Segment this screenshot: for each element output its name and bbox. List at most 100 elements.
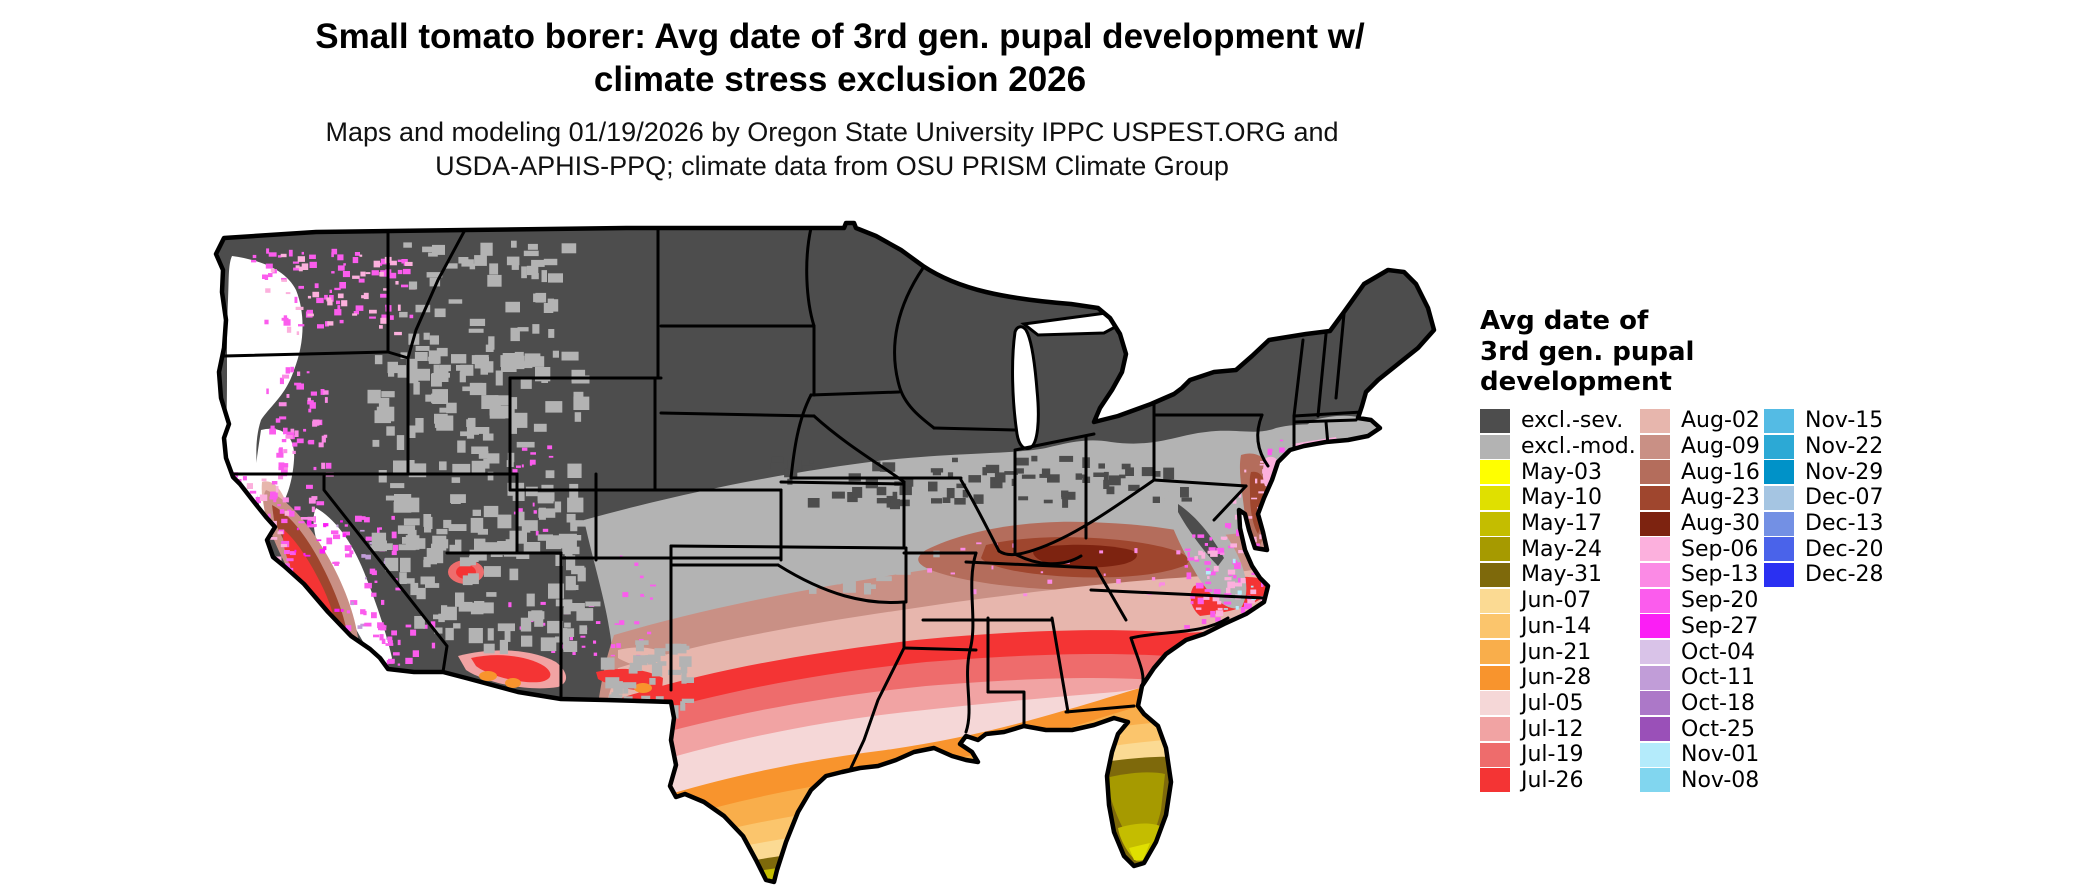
legend-row: Nov-29	[1764, 459, 1884, 485]
legend-label: excl.-sev.	[1521, 408, 1624, 434]
legend-column: Nov-15 Nov-22 Nov-29 Dec-07 Dec-13 Dec-20 Dec-…	[1764, 408, 1884, 588]
legend-row: Nov-01	[1640, 742, 1760, 768]
legend-row: Sep-20	[1640, 588, 1760, 614]
legend-swatch	[1480, 460, 1510, 485]
legend-label: Sep-27	[1681, 613, 1759, 639]
legend-swatch	[1640, 665, 1670, 690]
legend-column: excl.-sev. excl.-mod. May-03 May-10 May-17 Ma…	[1480, 408, 1636, 793]
legend-swatch	[1640, 588, 1670, 613]
legend-row: May-10	[1480, 485, 1636, 511]
legend-row: Aug-30	[1640, 511, 1760, 537]
legend-swatch	[1640, 460, 1670, 485]
legend-swatch	[1480, 562, 1510, 587]
legend-swatch	[1480, 485, 1510, 510]
legend-label: Jul-26	[1521, 767, 1584, 793]
legend-row: Nov-22	[1764, 434, 1884, 460]
lake-huron-strait	[1020, 311, 1120, 337]
legend-title: Avg date of 3rd gen. pupal development	[1480, 306, 2080, 398]
legend-label: Aug-02	[1681, 408, 1760, 434]
legend-swatch	[1480, 742, 1510, 767]
legend-label: Dec-28	[1805, 562, 1884, 588]
legend-row: Jul-12	[1480, 716, 1636, 742]
legend-swatch	[1480, 511, 1510, 536]
legend-row: Jul-26	[1480, 768, 1636, 794]
legend-label: Oct-11	[1681, 665, 1755, 691]
map-legend: Avg date of 3rd gen. pupal development exc…	[1480, 306, 2080, 793]
legend-row: Oct-18	[1640, 691, 1760, 717]
legend-swatch	[1764, 537, 1794, 562]
legend-swatch	[1480, 434, 1510, 459]
legend-swatch	[1640, 691, 1670, 716]
legend-swatch	[1480, 640, 1510, 665]
legend-swatch	[1640, 717, 1670, 742]
legend-label: Sep-06	[1681, 536, 1759, 562]
legend-swatch	[1640, 742, 1670, 767]
legend-label: Oct-18	[1681, 690, 1755, 716]
legend-row: May-24	[1480, 536, 1636, 562]
title-line-2: climate stress exclusion 2026	[593, 59, 1087, 99]
legend-row: Dec-20	[1764, 536, 1884, 562]
legend-swatch	[1764, 562, 1794, 587]
legend-row: Jun-14	[1480, 614, 1636, 640]
legend-label: Jun-21	[1521, 639, 1592, 665]
legend-label: Nov-29	[1805, 459, 1884, 485]
legend-row: Sep-27	[1640, 614, 1760, 640]
legend-label: Oct-25	[1681, 716, 1755, 742]
legend-row: Oct-04	[1640, 639, 1760, 665]
legend-row: Jun-21	[1480, 639, 1636, 665]
legend-row: Aug-16	[1640, 459, 1760, 485]
legend-row: Aug-09	[1640, 434, 1760, 460]
legend-label: Jun-07	[1521, 588, 1592, 614]
legend-swatch	[1480, 408, 1510, 433]
legend-label: Jul-05	[1521, 690, 1584, 716]
legend-swatch	[1764, 460, 1794, 485]
legend-swatch	[1764, 485, 1794, 510]
legend-swatch	[1640, 640, 1670, 665]
legend-label: May-24	[1521, 536, 1603, 562]
legend-row: Oct-11	[1640, 665, 1760, 691]
legend-swatch	[1480, 665, 1510, 690]
legend-swatch	[1640, 614, 1670, 639]
legend-label: Dec-20	[1805, 536, 1884, 562]
legend-row: May-03	[1480, 459, 1636, 485]
legend-row: excl.-sev.	[1480, 408, 1636, 434]
legend-label: May-31	[1521, 562, 1603, 588]
legend-label: Jul-19	[1521, 742, 1584, 768]
legend-label: Nov-22	[1805, 434, 1884, 460]
legend-row: Aug-02	[1640, 408, 1760, 434]
legend-label: Nov-08	[1681, 767, 1760, 793]
legend-label: Aug-23	[1681, 485, 1760, 511]
legend-swatch	[1640, 562, 1670, 587]
legend-row: May-31	[1480, 562, 1636, 588]
legend-label: Nov-15	[1805, 408, 1884, 434]
legend-row: Aug-23	[1640, 485, 1760, 511]
legend-row: Sep-13	[1640, 562, 1760, 588]
legend-row: May-17	[1480, 511, 1636, 537]
legend-swatch	[1480, 717, 1510, 742]
legend-swatch	[1764, 408, 1794, 433]
legend-swatch	[1764, 434, 1794, 459]
legend-label: Sep-13	[1681, 562, 1759, 588]
legend-row: Nov-08	[1640, 768, 1760, 794]
page-subtitle: Maps and modeling 01/19/2026 by Oregon S…	[0, 116, 1664, 184]
legend-swatch	[1640, 408, 1670, 433]
legend-label: Dec-13	[1805, 511, 1884, 537]
title-line-1: Small tomato borer: Avg date of 3rd gen.…	[315, 17, 1365, 56]
subtitle-line-1: Maps and modeling 01/19/2026 by Oregon S…	[325, 117, 1339, 147]
legend-label: Aug-30	[1681, 511, 1760, 537]
legend-row: Nov-15	[1764, 408, 1884, 434]
legend-row: Jul-19	[1480, 742, 1636, 768]
us-choropleth-map	[166, 220, 1446, 890]
legend-swatch	[1480, 537, 1510, 562]
legend-label: Dec-07	[1805, 485, 1884, 511]
legend-row: Jul-05	[1480, 691, 1636, 717]
us-map-svg	[213, 220, 1437, 885]
legend-row: Oct-25	[1640, 716, 1760, 742]
legend-row: Dec-13	[1764, 511, 1884, 537]
legend-label: Aug-09	[1681, 434, 1760, 460]
legend-swatch	[1640, 511, 1670, 536]
legend-label: Oct-04	[1681, 639, 1755, 665]
legend-column: Aug-02 Aug-09 Aug-16 Aug-23 Aug-30 Sep-06 Sep-…	[1640, 408, 1760, 793]
legend-label: excl.-mod.	[1521, 434, 1636, 460]
